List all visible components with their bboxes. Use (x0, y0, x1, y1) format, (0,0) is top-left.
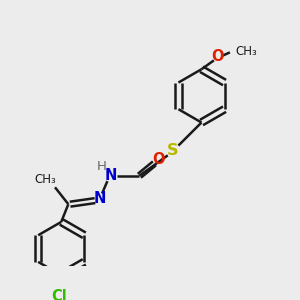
Text: CH₃: CH₃ (34, 173, 56, 186)
Text: S: S (167, 143, 179, 158)
Text: H: H (97, 160, 107, 173)
Text: N: N (105, 168, 117, 183)
Text: O: O (153, 152, 165, 167)
Text: CH₃: CH₃ (235, 45, 257, 58)
Text: N: N (94, 191, 106, 206)
Text: Cl: Cl (52, 289, 67, 300)
Text: O: O (211, 49, 224, 64)
